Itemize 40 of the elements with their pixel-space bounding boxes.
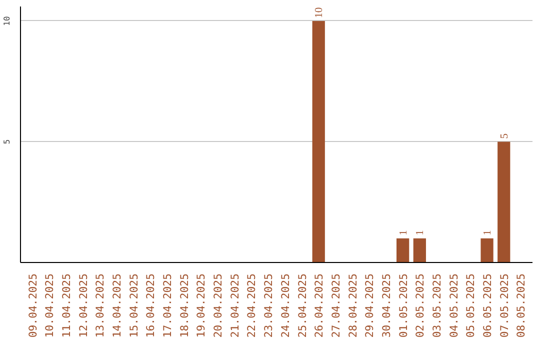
x-tick-label: 20.04.2025	[212, 274, 225, 338]
x-tick-label: 04.05.2025	[447, 274, 460, 338]
x-tick-label: 12.04.2025	[76, 274, 90, 338]
x-tick-label: 06.05.2025	[481, 274, 494, 338]
bar	[413, 238, 426, 262]
data-label: 1	[482, 230, 494, 236]
x-tick-label: 03.05.2025	[430, 274, 444, 338]
x-tick-label: 14.04.2025	[110, 274, 124, 338]
x-tick-label: 02.05.2025	[414, 274, 427, 338]
data-label: 1	[398, 230, 410, 236]
x-tick-label: 16.04.2025	[144, 274, 158, 338]
x-tick-label: 30.04.2025	[380, 274, 393, 338]
x-tick-label: 19.04.2025	[194, 274, 208, 338]
x-tick-label: 25.04.2025	[296, 274, 309, 338]
x-tick-label: 27.04.2025	[329, 274, 342, 338]
x-tick-label: 13.04.2025	[94, 274, 107, 338]
x-tick-label: 29.04.2025	[363, 274, 376, 338]
x-tick-label: 18.04.2025	[178, 274, 191, 338]
x-tick-label: 15.04.2025	[127, 274, 140, 338]
data-label: 10	[314, 7, 326, 18]
x-tick-label: 10.04.2025	[43, 274, 56, 338]
x-tick-label: 17.04.2025	[161, 274, 174, 338]
x-tick-label: 07.05.2025	[498, 274, 511, 338]
x-tick-label: 09.04.2025	[26, 274, 40, 338]
x-tick-label: 08.05.2025	[514, 274, 528, 338]
x-tick-label: 22.04.2025	[245, 274, 258, 338]
bar	[312, 20, 325, 262]
bar	[396, 238, 410, 262]
x-tick-label: 21.04.2025	[228, 274, 242, 338]
bar	[480, 238, 494, 262]
x-tick-label: 01.05.2025	[396, 274, 410, 338]
x-tick-label: 23.04.2025	[262, 274, 276, 338]
x-tick-label: 24.04.2025	[278, 274, 292, 338]
x-tick-label: 11.04.2025	[60, 274, 73, 338]
x-tick-label: 28.04.2025	[346, 274, 360, 338]
x-tick-label: 05.05.2025	[464, 274, 478, 338]
bar	[498, 142, 510, 262]
data-label: 5	[499, 133, 510, 139]
data-label: 1	[415, 230, 426, 236]
x-tick-label: 26.04.2025	[312, 274, 326, 338]
